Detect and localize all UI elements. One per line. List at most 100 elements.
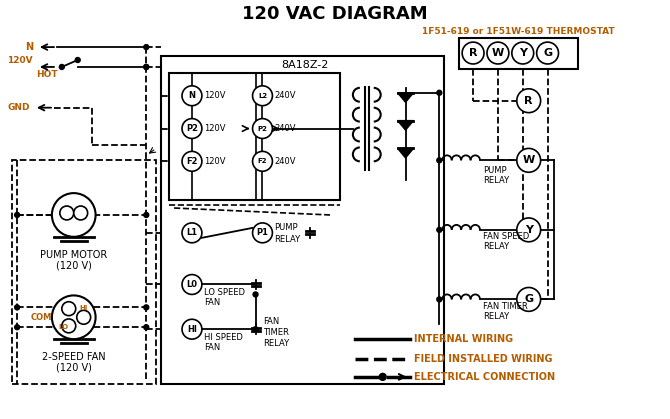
Circle shape [487,42,509,64]
Circle shape [253,119,273,138]
Circle shape [77,310,90,324]
Polygon shape [397,121,413,130]
Text: 240V: 240V [275,124,296,133]
Circle shape [144,212,149,217]
Circle shape [74,206,88,220]
Circle shape [462,42,484,64]
Text: W: W [523,155,535,166]
Text: P2: P2 [186,124,198,133]
Text: TIMER: TIMER [263,328,289,337]
Text: (120 V): (120 V) [56,261,92,271]
Circle shape [52,193,96,237]
Text: G: G [543,48,552,58]
Circle shape [182,119,202,138]
Text: L0: L0 [186,280,198,289]
Text: GND: GND [7,103,29,112]
Text: 240V: 240V [275,157,296,166]
Bar [169,73,340,200]
Circle shape [144,305,149,310]
Circle shape [437,297,442,302]
Circle shape [379,373,386,380]
Text: 120V: 120V [204,91,225,100]
Text: L1: L1 [186,228,198,237]
Circle shape [182,319,202,339]
Circle shape [62,302,76,316]
Circle shape [437,91,442,95]
Text: RELAY: RELAY [263,339,289,348]
Text: W: W [492,48,504,58]
Circle shape [253,86,273,106]
Text: L2: L2 [258,93,267,99]
Text: FAN TIMER: FAN TIMER [483,302,528,311]
Circle shape [144,44,149,49]
Text: P2: P2 [257,126,267,132]
Circle shape [52,295,96,339]
Circle shape [253,223,273,243]
Circle shape [512,42,534,64]
Circle shape [15,325,19,330]
Circle shape [517,218,541,242]
Text: Y: Y [525,225,533,235]
Circle shape [537,42,559,64]
Circle shape [144,325,149,330]
Text: RELAY: RELAY [483,312,509,321]
Text: ELECTRICAL CONNECTION: ELECTRICAL CONNECTION [415,372,555,382]
Bar [169,73,255,200]
Circle shape [182,86,202,106]
Circle shape [144,65,149,70]
Bar [161,56,444,384]
Text: FAN: FAN [204,298,220,307]
Bar [459,38,578,69]
Circle shape [437,158,442,163]
Text: FIELD INSTALLED WIRING: FIELD INSTALLED WIRING [415,354,553,364]
Text: FAN SPEED: FAN SPEED [483,232,529,241]
Text: N: N [188,91,196,100]
Circle shape [62,319,76,333]
Text: RELAY: RELAY [483,176,509,185]
Text: 120V: 120V [204,157,225,166]
Text: HI: HI [187,325,197,334]
Polygon shape [397,148,413,158]
Text: PUMP: PUMP [275,223,298,233]
Text: COM: COM [31,313,52,322]
Text: 120V: 120V [204,124,225,133]
Text: R: R [469,48,477,58]
Circle shape [182,151,202,171]
Circle shape [253,292,258,297]
Text: HOT: HOT [36,70,58,79]
Circle shape [60,65,64,70]
Circle shape [182,223,202,243]
Text: INTERNAL WIRING: INTERNAL WIRING [415,334,514,344]
Text: F2: F2 [186,157,198,166]
Text: F2: F2 [258,158,267,164]
Text: 120 VAC DIAGRAM: 120 VAC DIAGRAM [242,5,428,23]
Text: LO: LO [59,324,69,330]
Text: R: R [525,96,533,106]
Circle shape [253,327,258,332]
Circle shape [517,148,541,172]
Circle shape [517,287,541,311]
Text: 1F51-619 or 1F51W-619 THERMOSTAT: 1F51-619 or 1F51W-619 THERMOSTAT [423,27,615,36]
Text: Y: Y [519,48,527,58]
Circle shape [182,274,202,295]
Text: N: N [25,42,33,52]
Text: PUMP: PUMP [483,166,507,175]
Bar [12,160,156,384]
Circle shape [437,228,442,233]
Circle shape [60,206,74,220]
Circle shape [144,65,149,70]
Text: LO SPEED: LO SPEED [204,288,245,297]
Text: RELAY: RELAY [483,242,509,251]
Text: 120V: 120V [7,57,33,65]
Text: PUMP MOTOR: PUMP MOTOR [40,250,107,260]
Circle shape [253,151,273,171]
Polygon shape [397,93,413,102]
Text: FAN: FAN [263,317,280,326]
Text: FAN: FAN [204,343,220,352]
Circle shape [15,305,19,310]
Circle shape [75,57,80,62]
Text: G: G [524,295,533,304]
Text: 8A18Z-2: 8A18Z-2 [281,60,329,70]
Text: RELAY: RELAY [275,235,301,244]
Text: (120 V): (120 V) [56,363,92,373]
